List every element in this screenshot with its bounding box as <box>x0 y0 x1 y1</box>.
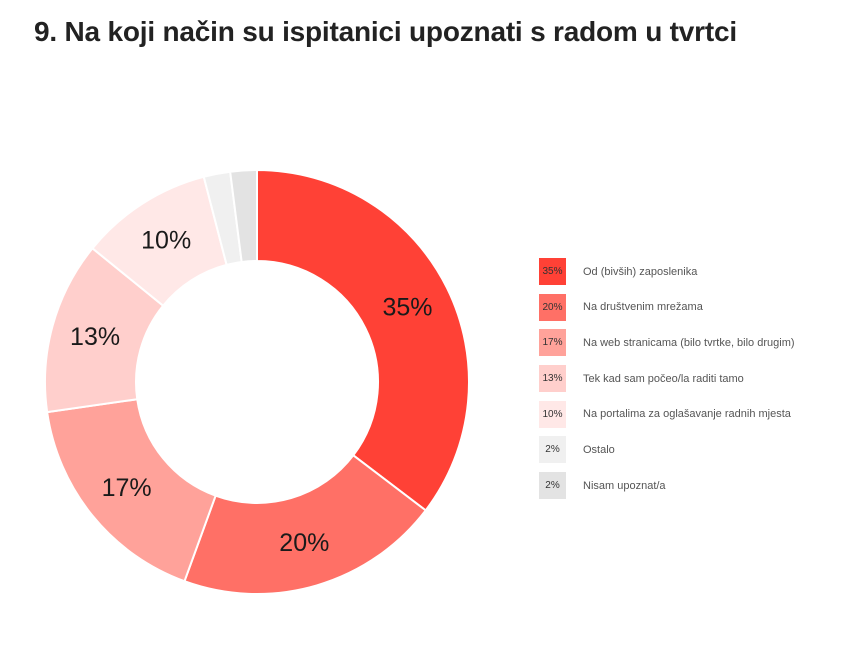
legend-badge: 35% <box>539 258 566 285</box>
slice-label-pocetak-rada: 13% <box>70 323 120 351</box>
legend-badge: 17% <box>539 329 566 357</box>
legend-item-web-stranice: 17% Na web stranicama (bilo tvrtke, bilo … <box>539 329 795 357</box>
legend-label: Od (bivših) zaposlenika <box>583 265 698 278</box>
slice-nisam-upoznat <box>229 168 258 264</box>
legend-label: Nisam upoznat/a <box>583 479 666 492</box>
slice-label-portali: 10% <box>141 227 191 255</box>
legend-label: Tek kad sam počeo/la raditi tamo <box>583 372 744 385</box>
slice-drustvene-mreze <box>183 453 428 595</box>
chart-legend: 35% Od (bivših) zaposlenika 20% Na društven… <box>539 258 795 508</box>
legend-item-pocetak-rada: 13% Tek kad sam počeo/la raditi tamo <box>539 365 795 393</box>
chart-title: 9. Na koji način su ispitanici upoznati … <box>34 16 737 47</box>
legend-label: Na portalima za oglašavanje radnih mjest… <box>583 408 791 421</box>
legend-badge: 20% <box>539 293 566 321</box>
legend-label: Na društvenim mrežama <box>583 301 703 314</box>
legend-item-ostalo: 2% Ostalo <box>539 436 795 464</box>
legend-badge: 10% <box>539 400 566 428</box>
legend-badge: 2% <box>539 472 566 500</box>
legend-item-portali: 10% Na portalima za oglašavanje radnih mj… <box>539 400 795 428</box>
legend-badge: 2% <box>539 436 566 464</box>
legend-label: Na web stranicama (bilo tvrtke, bilo dru… <box>583 336 795 349</box>
legend-label: Ostalo <box>583 443 615 456</box>
legend-item-nisam-upoznat: 2% Nisam upoznat/a <box>539 472 795 500</box>
legend-badge: 13% <box>539 365 566 393</box>
slice-label-bivsi-zaposlenici: 35% <box>383 293 433 321</box>
slice-label-drustvene-mreze: 20% <box>279 529 329 557</box>
legend-item-drustvene-mreze: 20% Na društvenim mrežama <box>539 293 795 321</box>
legend-item-bivsi-zaposlenici: 35% Od (bivših) zaposlenika <box>539 258 795 285</box>
slice-label-web-stranice: 17% <box>102 474 152 502</box>
slice-bivsi-zaposlenici <box>256 168 470 512</box>
